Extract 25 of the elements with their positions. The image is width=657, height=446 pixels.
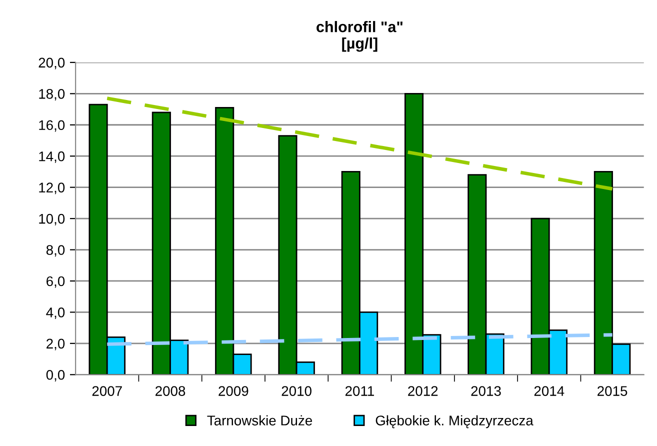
y-tick-label: 14,0: [39, 151, 65, 163]
line-series: [105, 96, 614, 191]
x-tick-label: 2010: [282, 386, 312, 396]
y-tick-label: 10,0: [39, 214, 65, 226]
x-tick-label: 2013: [471, 386, 501, 396]
x-tick-label: 2009: [218, 386, 248, 396]
x-tick-label: 2007: [92, 386, 122, 396]
x-tick-label: 2012: [408, 386, 438, 396]
chart-title: chlorofil "a" [µg/l]: [316, 21, 402, 52]
legend-label: Głębokie k. Międzyrzecza: [376, 415, 534, 428]
legend-label: Tarnowskie Duże: [207, 415, 312, 426]
line-series: [105, 333, 614, 346]
y-tick-label: 4,0: [46, 308, 65, 320]
x-tick-label: 2014: [534, 386, 564, 396]
y-tick-label: 6,0: [46, 276, 65, 288]
y-tick-label: 20,0: [38, 58, 65, 70]
x-tick-label: 2011: [345, 386, 374, 396]
y-tick-label: 2,0: [46, 338, 65, 350]
y-tick-label: 18,0: [39, 88, 65, 100]
x-tick-label: 2008: [156, 386, 186, 396]
y-tick-label: 0,0: [46, 370, 65, 382]
x-tick-label: 2015: [598, 386, 628, 396]
y-tick-label: 12,0: [39, 182, 65, 194]
y-tick-label: 8,0: [46, 245, 65, 257]
y-tick-label: 16,0: [39, 120, 65, 132]
